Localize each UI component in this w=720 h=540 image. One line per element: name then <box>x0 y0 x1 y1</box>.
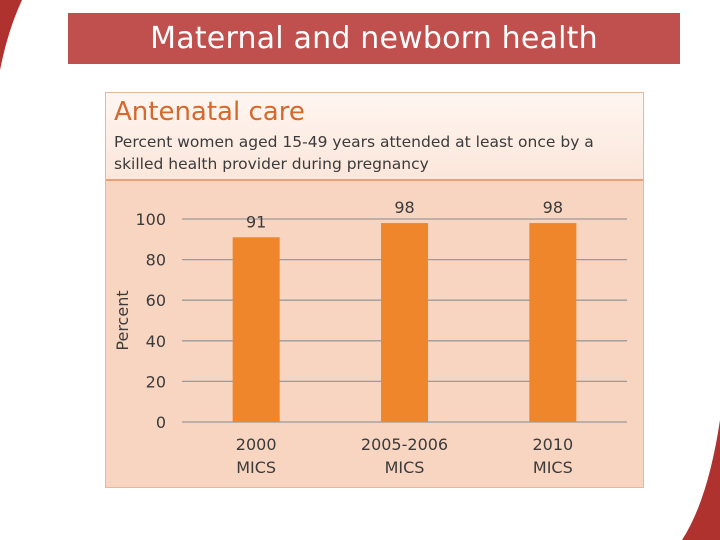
bar-chart: 0 20 40 60 80 100 Percent 91 2000 MICS 98 2005-2006… <box>113 198 627 477</box>
y-tick-label: 40 <box>146 332 166 351</box>
y-tick-label: 80 <box>146 251 166 270</box>
bar <box>232 237 280 422</box>
x-tick-label: MICS <box>385 458 425 477</box>
chart-subtitle: Percent women aged 15-49 years attended … <box>114 133 594 173</box>
x-tick-label: 2005-2006 <box>361 435 448 454</box>
chart-card: Antenatal care Percent women aged 15-49 … <box>105 92 644 488</box>
x-tick-label: 2000 <box>236 435 277 454</box>
slide-title: Maternal and newborn health <box>68 13 680 64</box>
y-tick-label: 20 <box>146 372 166 391</box>
x-tick-label: MICS <box>533 458 573 477</box>
y-tick-label: 0 <box>156 413 166 432</box>
bar <box>529 223 577 422</box>
corner-swoosh-top-left <box>0 0 22 70</box>
data-label: 98 <box>543 198 563 217</box>
y-tick-label: 100 <box>135 210 166 229</box>
x-tick-label: MICS <box>236 458 276 477</box>
data-label: 91 <box>246 212 266 231</box>
chart-title: Antenatal care <box>114 97 305 127</box>
y-axis-label: Percent <box>113 290 132 350</box>
corner-swoosh-bottom-right <box>682 420 720 540</box>
x-tick-label: 2010 <box>532 435 573 454</box>
bar <box>381 223 428 422</box>
data-label: 98 <box>394 198 414 217</box>
y-tick-label: 60 <box>146 291 166 310</box>
chart-header: Antenatal care Percent women aged 15-49 … <box>106 93 643 181</box>
